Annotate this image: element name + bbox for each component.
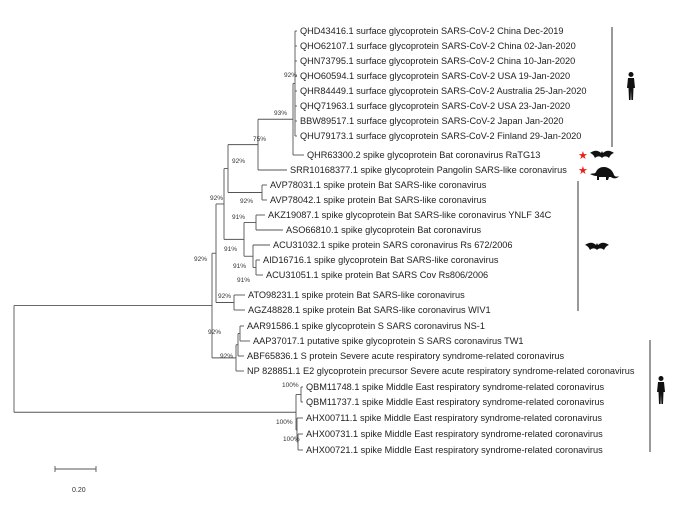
leaf-label: AAP37017.1 putative spike glycoprotein S…: [253, 336, 524, 346]
leaf-label: QHR84449.1 surface glycoprotein SARS-CoV…: [300, 86, 587, 96]
leaf-label: QHO60594.1 surface glycoprotein SARS-CoV…: [300, 71, 570, 81]
bootstrap-value: 92%: [210, 195, 223, 202]
bootstrap-value: 100%: [282, 382, 299, 389]
leaf-label: QHO62107.1 surface glycoprotein SARS-CoV…: [300, 41, 576, 51]
leaf-label: QHN73795.1 surface glycoprotein SARS-CoV…: [300, 56, 575, 66]
leaf-label: QHQ71963.1 surface glycoprotein SARS-CoV…: [300, 101, 570, 111]
leaf-label: AVP78042.1 spike protein Bat SARS-like c…: [270, 195, 487, 205]
leaf-label: ACU31032.1 spike protein SARS coronaviru…: [273, 240, 513, 250]
leaf-label: AID16716.1 spike glycoprotein Bat SARS-l…: [263, 255, 499, 265]
bootstrap-value: 92%: [218, 293, 231, 300]
red-star-icon: ★: [578, 164, 588, 177]
bootstrap-value: 92%: [208, 329, 221, 336]
leaf-label: AAR91586.1 spike glycoprotein S SARS cor…: [247, 321, 485, 331]
leaf-label: QHU79173.1 surface glycoprotein SARS-CoV…: [300, 131, 581, 141]
bootstrap-value: 75%: [253, 136, 266, 143]
bootstrap-value: 100%: [283, 436, 300, 443]
bootstrap-value: 100%: [276, 419, 293, 426]
red-star-icon: ★: [578, 149, 588, 162]
bootstrap-value: 91%: [224, 246, 237, 253]
bootstrap-value: 91%: [232, 214, 245, 221]
bootstrap-value: 92%: [240, 198, 253, 205]
leaf-label: QHD43416.1 surface glycoprotein SARS-CoV…: [300, 26, 564, 36]
leaf-label: QBM11737.1 spike Middle East respiratory…: [306, 397, 604, 407]
leaf-label: AGZ48828.1 spike protein Bat SARS-like c…: [248, 305, 491, 315]
leaf-label: ACU31051.1 spike protein Bat SARS Cov Rs…: [266, 270, 488, 280]
leaf-label: AHX00711.1 spike Middle East respiratory…: [306, 413, 602, 423]
bootstrap-value: 92%: [232, 158, 245, 165]
human-icon: [657, 376, 665, 404]
leaf-label: AVP78031.1 spike protein Bat SARS-like c…: [270, 180, 487, 190]
leaf-label: NP 828851.1 E2 glycoprotein precursor Se…: [247, 366, 635, 376]
leaf-label: ABF65836.1 S protein Severe acute respir…: [247, 351, 565, 361]
leaf-label: QBM11748.1 spike Middle East respiratory…: [306, 382, 604, 392]
bootstrap-value: 92%: [284, 72, 297, 79]
bootstrap-value: 91%: [233, 263, 246, 270]
human-icon: [627, 72, 635, 100]
leaf-label: BBW89517.1 surface glycoprotein SARS-CoV…: [300, 116, 564, 126]
bat-icon: [585, 242, 609, 250]
leaf-label: ATO98231.1 spike protein Bat SARS-like c…: [248, 290, 465, 300]
bootstrap-value: 92%: [194, 256, 207, 263]
scale-bar-label: 0.20: [72, 487, 86, 494]
leaf-label: ASO66810.1 spike glycoprotein Bat corona…: [286, 225, 481, 235]
leaf-label: AHX00731.1 spike Middle East respiratory…: [306, 429, 603, 439]
leaf-label: QHR63300.2 spike glycoprotein Bat corona…: [307, 150, 540, 160]
leaf-label: AKZ19087.1 spike glycoprotein Bat SARS-l…: [268, 210, 552, 220]
bat-icon: [590, 150, 614, 158]
bootstrap-value: 92%: [220, 353, 233, 360]
leaf-label: SRR10168377.1 spike glycoprotein Pangoli…: [290, 165, 567, 175]
bootstrap-value: 91%: [237, 277, 250, 284]
pangolin-icon: [590, 167, 619, 180]
scale-bar: 0.20: [54, 466, 97, 494]
bootstrap-value: 93%: [274, 110, 287, 117]
leaf-label: AHX00721.1 spike Middle East respiratory…: [306, 445, 603, 455]
